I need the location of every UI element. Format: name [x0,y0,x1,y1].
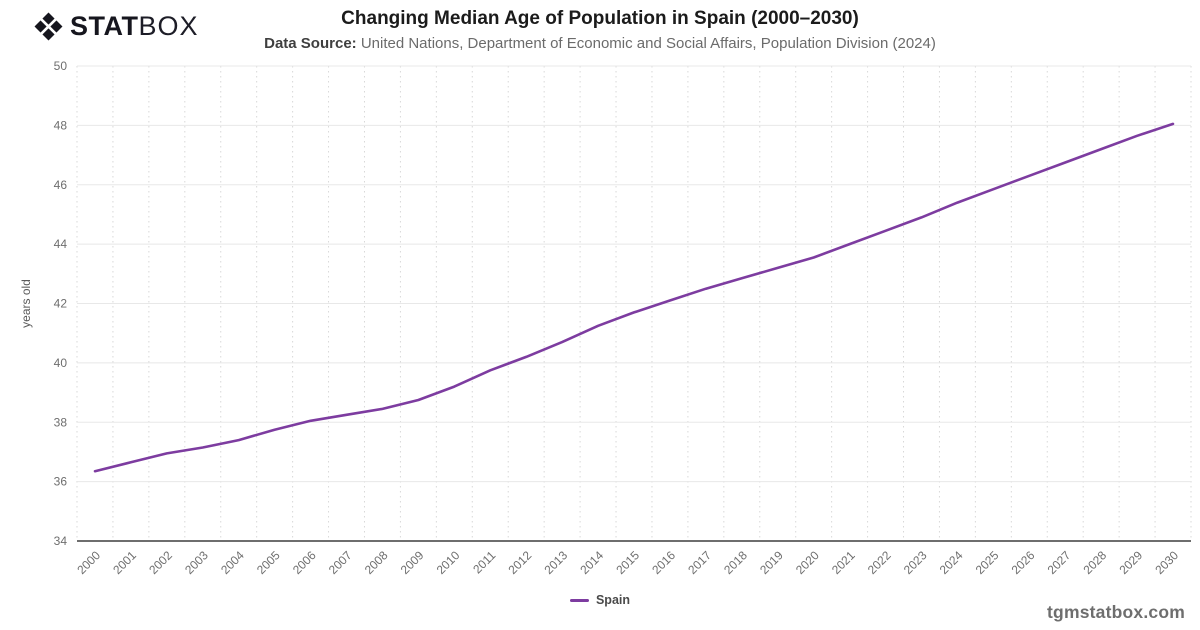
site-watermark: tgmstatbox.com [1047,602,1185,622]
x-tick-label-2001: 2001 [110,548,139,577]
x-tick-label-2018: 2018 [721,548,750,577]
x-tick-label-2006: 2006 [290,548,319,577]
x-tick-label-2022: 2022 [865,548,894,577]
x-tick-label-2015: 2015 [613,548,642,577]
x-tick-label-2012: 2012 [506,548,535,577]
x-tick-label-2020: 2020 [793,548,822,577]
series-line-spain [93,122,1175,473]
x-tick-label-2004: 2004 [218,548,247,577]
x-tick-label-2000: 2000 [74,548,103,577]
y-tick-label-38: 38 [54,415,68,429]
x-tick-label-2025: 2025 [973,548,1002,577]
x-tick-label-2002: 2002 [146,548,175,577]
x-tick-label-2028: 2028 [1081,548,1110,577]
x-tick-label-2007: 2007 [326,548,355,577]
x-tick-label-2023: 2023 [901,548,930,577]
x-tick-label-2027: 2027 [1045,548,1074,577]
legend-label-spain: Spain [595,593,631,607]
x-tick-label-2005: 2005 [254,548,283,577]
x-tick-label-2014: 2014 [577,548,606,577]
x-tick-label-2029: 2029 [1116,548,1145,577]
chart-legend[interactable]: Spain [0,593,1200,607]
x-tick-label-2013: 2013 [541,548,570,577]
x-tick-label-2019: 2019 [757,548,786,577]
x-tick-label-2016: 2016 [649,548,678,577]
brand-wordmark: STATBOX [70,10,199,42]
y-tick-label-42: 42 [54,297,68,311]
x-tick-label-2021: 2021 [829,548,858,577]
y-tick-label-50: 50 [54,59,68,73]
statbox-diamond-icon [34,12,63,40]
statbox-logo: STATBOX [34,10,199,42]
y-tick-label-44: 44 [54,237,68,251]
x-tick-label-2024: 2024 [937,548,966,577]
y-tick-label-34: 34 [54,534,68,548]
x-tick-label-2010: 2010 [434,548,463,577]
x-tick-label-2030: 2030 [1152,548,1181,577]
x-tick-label-2011: 2011 [470,548,498,576]
legend-line-marker [569,598,589,602]
y-axis-title: years old [19,279,33,328]
y-tick-label-46: 46 [54,178,68,192]
y-tick-label-48: 48 [54,118,68,132]
x-tick-label-2017: 2017 [685,548,714,577]
brand-stat: STAT [70,11,139,41]
y-tick-label-36: 36 [54,475,68,489]
x-tick-label-2009: 2009 [398,548,427,577]
y-tick-label-40: 40 [54,356,68,370]
x-tick-label-2003: 2003 [182,548,211,577]
x-tick-label-2008: 2008 [362,548,391,577]
brand-box: BOX [138,11,199,41]
x-tick-label-2026: 2026 [1009,548,1038,577]
